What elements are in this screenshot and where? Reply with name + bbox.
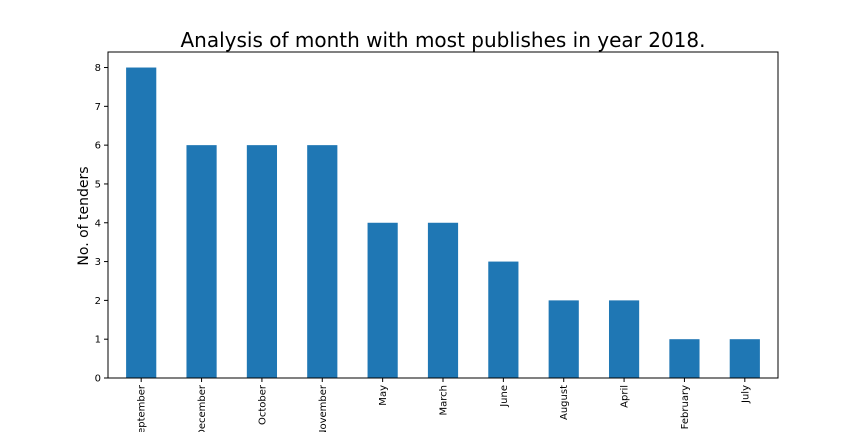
x-tick-label: November [318,384,329,432]
bar-december [186,145,217,378]
x-tick-label: June [499,385,510,408]
bar-may [367,222,398,378]
y-tick-label: 7 [95,102,101,113]
bar-september [126,67,157,379]
bar-april [608,300,640,378]
bar-october [246,145,278,378]
y-tick-label: 4 [95,218,101,229]
bar-june [488,261,519,378]
x-tick-label: July [740,385,751,404]
y-axis-label: No. of tenders [76,166,92,265]
y-tick-label: 8 [95,63,101,74]
x-tick-label: October [257,384,268,425]
y-tick-label: 1 [95,335,101,346]
bar-november [307,145,338,378]
bar-july [729,339,760,378]
x-tick-label: May [378,385,389,406]
y-tick-label: 3 [95,257,101,268]
x-tick-label: February [680,385,691,429]
bar-august [548,300,579,378]
bars-group [126,67,760,379]
x-tick-label: September [137,384,148,432]
y-tick-label: 6 [95,141,101,152]
y-ticks-group: 0 1 2 3 4 5 6 7 8 [95,63,108,385]
x-tick-label: April [620,385,631,408]
x-tick-label: March [439,385,450,415]
x-tick-label: December [197,384,208,432]
x-ticks-group: September December October November May March… [137,378,751,432]
y-tick-label: 0 [95,374,101,385]
bar-february [669,339,700,378]
y-tick-label: 2 [95,296,101,307]
bar-march [427,222,459,378]
x-tick-label: August [559,385,570,420]
chart-title: Analysis of month with most publishes in… [181,28,706,52]
y-tick-label: 5 [95,179,101,190]
